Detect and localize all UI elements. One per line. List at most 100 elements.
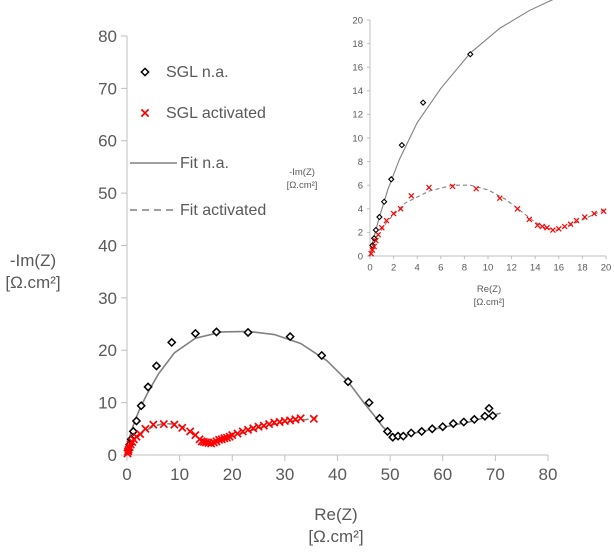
inset-y-axis-unit: [Ω.cm²] [287, 180, 318, 191]
inset-sgl-activated-point [426, 184, 432, 191]
main-x-tick-label: 20 [223, 465, 242, 484]
inset-x-tick-label: 6 [438, 263, 443, 274]
inset-sgl-na-point [398, 141, 406, 149]
inset-x-tick-label: 8 [462, 263, 467, 274]
main-sgl-na-point [488, 411, 498, 421]
legend-label: Fit n.a. [180, 155, 229, 172]
main-x-tick-label: 60 [433, 465, 452, 484]
inset-x-tick-label: 10 [483, 263, 494, 274]
main-y-tick-label: 40 [98, 236, 117, 255]
main-sgl-na-point [317, 350, 327, 361]
inset-plot-area: 0 2 4 6 8 10 12 14 16 18 20 0 2 4 6 8 10 12 14 16 18 20 Re(Z) [… [287, 0, 611, 316]
main-sgl-na-point [406, 428, 416, 438]
main-x-tick-label: 30 [275, 465, 294, 484]
legend-label: Fit activated [180, 202, 266, 219]
inset-sgl-activated-point [555, 225, 562, 232]
inset-sgl-activated-point [383, 217, 390, 224]
inset-sgl-activated-point [561, 223, 568, 230]
inset-x-tick-label: 14 [530, 263, 541, 274]
main-sgl-na-point [167, 337, 177, 348]
main-x-tick-label: 80 [539, 465, 558, 484]
inset-x-axis-label: Re(Z) [477, 284, 501, 295]
inset-y-tick-label: 10 [352, 133, 363, 144]
inset-y-tick-label: 12 [352, 110, 363, 121]
main-sgl-na-point [398, 431, 408, 441]
inset-x-axis-unit: [Ω.cm²] [474, 297, 505, 308]
main-sgl-na-point [190, 328, 201, 339]
inset-sgl-na-point [380, 198, 388, 205]
inset-sgl-na-point [467, 50, 474, 58]
main-x-tick-label: 40 [328, 465, 347, 484]
main-x-tick-label: 70 [486, 465, 505, 484]
inset-sgl-activated-point [473, 185, 480, 192]
inset-y-tick-label: 6 [358, 181, 363, 192]
main-sgl-na-point [136, 401, 146, 411]
legend-label: SGL activated [166, 105, 266, 122]
inset-sgl-activated-point [397, 205, 404, 212]
main-sgl-na-point [143, 382, 153, 392]
inset-y-axis-label: -Im(Z) [289, 167, 315, 178]
inset-x-tick-label: 2 [391, 263, 396, 274]
main-x-axis-label: Re(Z) [314, 505, 357, 524]
inset-sgl-activated-point [544, 224, 550, 231]
main-sgl-na-point [374, 413, 385, 423]
main-y-tick-label: 70 [98, 79, 117, 98]
legend-label: SGL n.a. [166, 64, 229, 81]
main-sgl-activated-point [170, 420, 179, 429]
main-sgl-na-point [382, 426, 393, 437]
main-sgl-na-point [131, 416, 142, 426]
main-sgl-activated-point [309, 414, 319, 424]
inset-y-tick-label: 0 [358, 251, 363, 262]
inset-sgl-activated-point [567, 221, 574, 228]
inset-y-tick-label: 20 [352, 15, 363, 26]
main-sgl-activated-point [159, 419, 169, 429]
main-sgl-na-point [469, 414, 479, 425]
inset-x-tick-label: 12 [506, 263, 517, 274]
main-sgl-na-point [480, 411, 490, 421]
inset-sgl-activated-point [369, 247, 376, 254]
legend: SGL n.a. SGL activated Fit n.a. Fit activat… [130, 64, 266, 219]
inset-sgl-activated-point [375, 231, 382, 238]
inset-y-tick-label: 4 [358, 204, 363, 215]
main-y-tick-label: 30 [98, 289, 117, 308]
inset-y-tick-label: 14 [352, 86, 363, 97]
main-sgl-na-point [128, 426, 138, 437]
inset-x-tick-label: 0 [367, 263, 372, 274]
inset-sgl-activated-point [549, 227, 556, 233]
inset-sgl-activated-point [591, 210, 598, 217]
main-sgl-activated-point [185, 427, 195, 436]
main-sgl-na-point [438, 422, 448, 432]
main-sgl-activated-point [141, 424, 150, 434]
main-sgl-activated-point [149, 420, 158, 429]
main-y-tick-label: 10 [98, 394, 117, 413]
main-sgl-na-point [343, 377, 353, 387]
inset-background [290, 12, 610, 316]
inset-sgl-activated-point [526, 216, 533, 223]
main-sgl-na-point [285, 331, 295, 342]
inset-y-tick-label: 16 [352, 63, 363, 74]
main-sgl-na-point [427, 424, 437, 434]
legend-sgl-activated-symbol [140, 108, 150, 118]
inset-x-tick-label: 4 [415, 263, 420, 274]
inset-sgl-activated-point [539, 223, 546, 230]
main-sgl-na-point [484, 403, 494, 414]
inset-sgl-activated-point [372, 237, 379, 244]
inset-sgl-activated-point [390, 210, 397, 217]
inset-sgl-activated-point [371, 243, 378, 250]
main-fit-na-line [126, 330, 501, 456]
inset-sgl-activated-point [573, 217, 580, 224]
main-sgl-na-point [448, 418, 458, 429]
main-x-tick-label: 50 [381, 465, 400, 484]
main-sgl-activated-point [296, 414, 305, 423]
inset-sgl-na-point [419, 99, 427, 106]
inset-sgl-activated-point [368, 250, 375, 257]
main-x-tick-label: 0 [122, 465, 131, 484]
main-sgl-na-point [417, 426, 427, 437]
main-y-tick-label: 60 [98, 132, 117, 151]
main-y-tick-label: 20 [98, 341, 117, 360]
inset-sgl-activated-point [496, 195, 503, 202]
main-x-axis-unit: [Ω.cm²] [308, 527, 363, 546]
inset-sgl-na-point [387, 176, 395, 183]
